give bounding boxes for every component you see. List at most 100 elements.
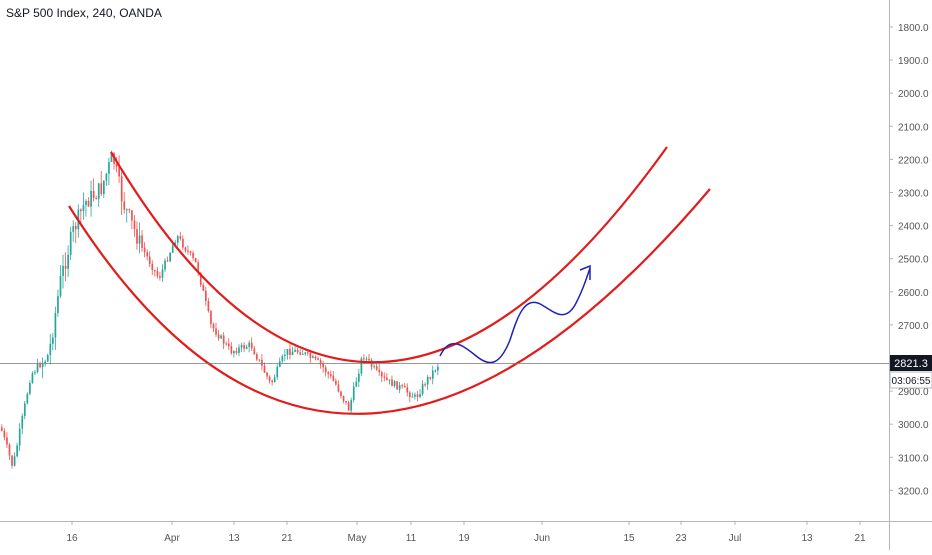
- candle-body: [296, 349, 299, 353]
- candle-body: [151, 263, 154, 271]
- time-axis[interactable]: 16 Apr 13 21 May 11 19 Jun 15 23 Jul 13 21: [0, 521, 932, 544]
- candle: [312, 354, 314, 359]
- upper-arc-curve[interactable]: [110, 146, 668, 364]
- candle: [184, 246, 187, 253]
- candle-body: [250, 342, 253, 349]
- time-tick-label: 15: [623, 533, 635, 544]
- candle-body: [103, 180, 105, 194]
- candle-body: [64, 265, 67, 269]
- candle-body: [57, 296, 59, 314]
- candles: [1, 150, 439, 469]
- candle: [74, 222, 77, 244]
- candle: [100, 171, 103, 197]
- candle-body: [110, 153, 113, 162]
- countdown-value: 03:06:55: [892, 376, 931, 387]
- candle-body: [289, 348, 291, 355]
- candle-body: [431, 370, 434, 379]
- candle-body: [332, 376, 335, 381]
- candle: [273, 374, 276, 383]
- lower-arc-curve[interactable]: [68, 188, 711, 415]
- candle-body: [120, 176, 123, 202]
- candle-body: [90, 190, 92, 207]
- candle-body: [34, 371, 36, 374]
- candle: [431, 365, 434, 385]
- candle: [34, 369, 36, 376]
- candle: [154, 269, 156, 277]
- candle: [141, 230, 143, 252]
- price-tick-label: 1800.0: [898, 23, 929, 34]
- candle-body: [207, 300, 210, 312]
- candle-body: [44, 361, 47, 364]
- candle: [429, 376, 432, 381]
- candle-body: [131, 210, 133, 221]
- candle-body: [434, 370, 437, 372]
- candle: [296, 347, 299, 355]
- candle: [210, 309, 212, 329]
- candle-body: [29, 382, 31, 394]
- price-tick-label: 2100.0: [898, 122, 929, 133]
- candle-body: [182, 238, 184, 248]
- time-tick-label: Jul: [729, 533, 742, 544]
- candle: [120, 171, 123, 215]
- candle: [243, 342, 245, 352]
- candle-body: [1, 427, 3, 431]
- candle-body: [286, 348, 289, 355]
- symbol-title[interactable]: S&P 500 Index, 240, OANDA: [6, 6, 162, 20]
- candle-body: [235, 350, 238, 353]
- candle-body: [179, 236, 182, 239]
- candle-body: [360, 358, 363, 374]
- candle: [11, 455, 13, 469]
- candle-body: [217, 334, 220, 339]
- candle-body: [307, 352, 309, 354]
- candle-body: [416, 394, 419, 397]
- candle: [57, 289, 59, 317]
- candle: [375, 363, 378, 371]
- candle: [419, 388, 421, 399]
- candle: [329, 370, 332, 379]
- candle: [324, 365, 327, 377]
- candle: [414, 392, 416, 400]
- candle: [304, 351, 307, 356]
- candle-body: [437, 366, 439, 371]
- candle-body: [92, 190, 95, 199]
- candle-body: [115, 163, 118, 167]
- projection-path[interactable]: [439, 267, 591, 364]
- candle: [41, 357, 44, 379]
- candle: [212, 322, 215, 333]
- candle-body: [39, 364, 41, 368]
- candle-body: [373, 366, 375, 368]
- countdown-label: 03:06:55: [889, 371, 932, 389]
- candle-body: [215, 328, 217, 335]
- candle-body: [350, 400, 353, 411]
- candle-body: [13, 456, 16, 466]
- candle: [156, 266, 159, 279]
- candle: [62, 254, 64, 289]
- drawings[interactable]: [68, 146, 711, 415]
- candle: [350, 397, 353, 414]
- candle-body: [383, 376, 386, 378]
- price-tick-label: 2400.0: [898, 222, 929, 233]
- candle-body: [161, 269, 164, 278]
- candle-body: [291, 351, 294, 355]
- candle: [284, 349, 286, 362]
- candle-body: [18, 428, 21, 446]
- candle: [166, 256, 169, 263]
- candle: [205, 286, 207, 306]
- candle: [233, 350, 235, 358]
- candle-body: [8, 444, 11, 456]
- candle: [373, 363, 375, 369]
- candle: [46, 353, 49, 363]
- candle-body: [128, 209, 131, 211]
- candle-body: [426, 376, 429, 385]
- candle-body: [238, 347, 240, 353]
- candle-body: [23, 403, 26, 417]
- price-tick-label: 1900.0: [898, 56, 929, 67]
- candle: [16, 442, 18, 458]
- time-tick-label: 11: [406, 533, 417, 544]
- candle: [378, 363, 381, 376]
- candle: [294, 346, 296, 353]
- candle-body: [304, 352, 307, 354]
- candle-body: [329, 374, 332, 377]
